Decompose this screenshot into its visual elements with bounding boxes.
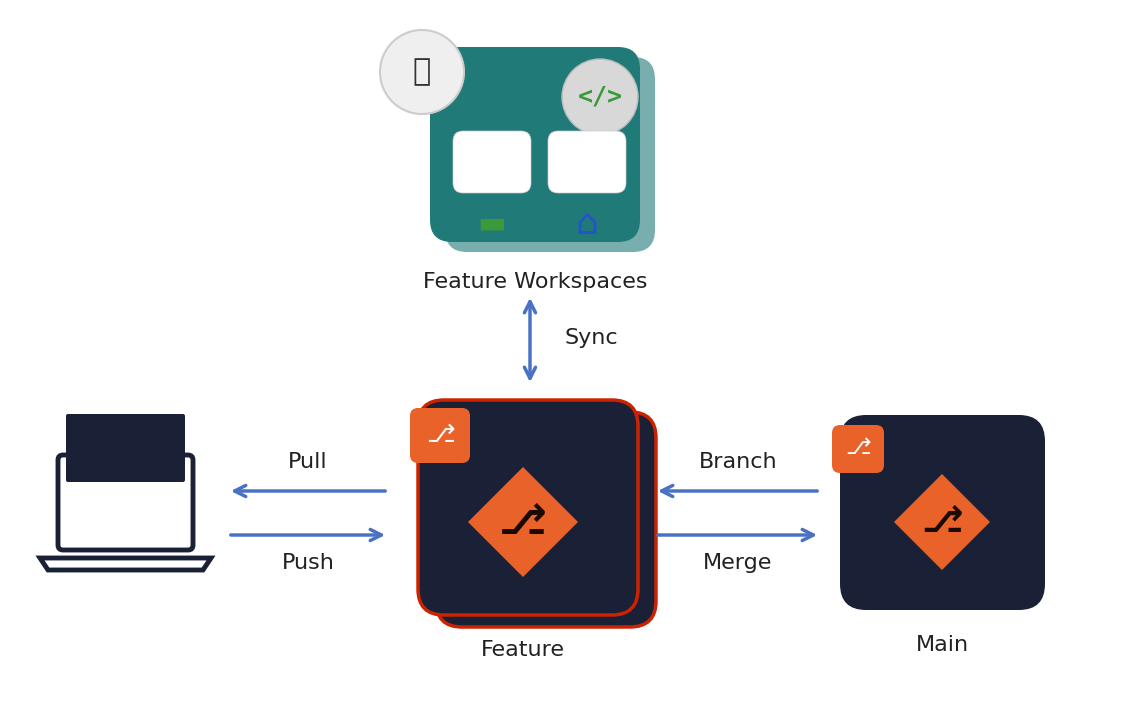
Text: Main: Main bbox=[916, 635, 969, 655]
Text: ⎇: ⎇ bbox=[499, 501, 547, 543]
FancyBboxPatch shape bbox=[437, 412, 656, 627]
FancyBboxPatch shape bbox=[418, 400, 638, 615]
FancyBboxPatch shape bbox=[430, 47, 640, 242]
FancyBboxPatch shape bbox=[409, 408, 470, 463]
FancyBboxPatch shape bbox=[832, 425, 884, 473]
Text: ⎇: ⎇ bbox=[425, 423, 455, 447]
Text: Merge: Merge bbox=[704, 553, 773, 573]
Text: ⎇: ⎇ bbox=[922, 505, 963, 539]
Polygon shape bbox=[895, 474, 990, 570]
Text: Pull: Pull bbox=[288, 452, 328, 472]
Text: Feature Workspaces: Feature Workspaces bbox=[423, 272, 647, 292]
FancyBboxPatch shape bbox=[840, 415, 1045, 610]
Text: Sync: Sync bbox=[565, 328, 618, 348]
Text: ⎇: ⎇ bbox=[845, 438, 871, 458]
FancyBboxPatch shape bbox=[453, 131, 531, 193]
Text: ▬: ▬ bbox=[477, 209, 506, 239]
Circle shape bbox=[380, 30, 464, 114]
Text: ⧉: ⧉ bbox=[413, 58, 431, 86]
FancyBboxPatch shape bbox=[446, 57, 655, 252]
Text: Branch: Branch bbox=[698, 452, 777, 472]
Polygon shape bbox=[468, 467, 578, 577]
Circle shape bbox=[562, 59, 638, 135]
Text: </>: </> bbox=[578, 85, 623, 109]
Text: ⌂: ⌂ bbox=[575, 207, 599, 241]
FancyBboxPatch shape bbox=[67, 414, 185, 482]
FancyBboxPatch shape bbox=[548, 131, 626, 193]
Text: Feature: Feature bbox=[481, 640, 565, 660]
Text: Push: Push bbox=[282, 553, 334, 573]
